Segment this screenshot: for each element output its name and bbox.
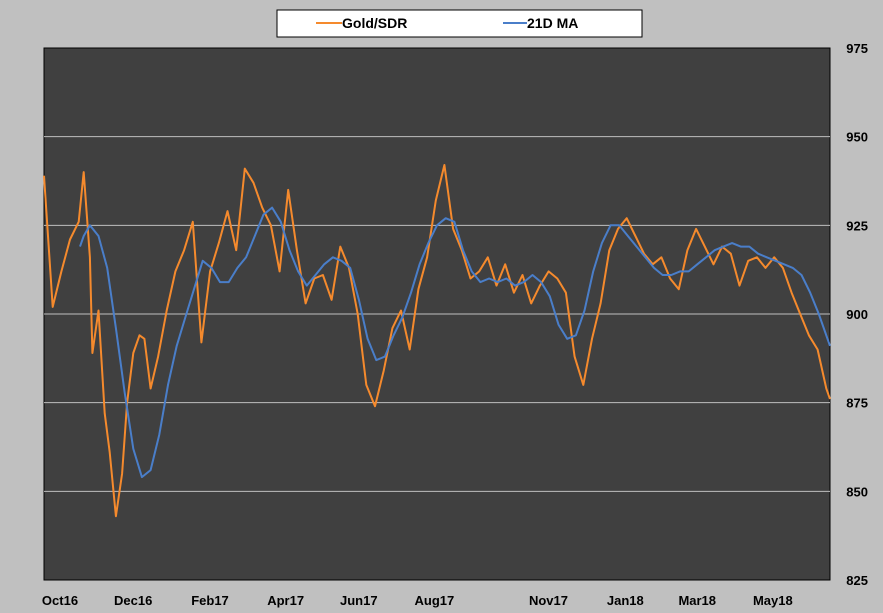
x-tick-label-feb17: Feb17 [191,593,229,608]
y-tick-label-875: 875 [846,396,868,411]
y-tick-label-900: 900 [846,307,868,322]
x-axis-tick-labels: Oct16 Dec16 Feb17 Apr17 Jun17 Aug17 Nov17 Jan18… [42,593,793,608]
series-layer [43,164,831,518]
y-tick-label-850: 850 [846,484,868,499]
y-axis-tick-labels: 825 850 875 900 925 950 975 [846,41,868,588]
x-tick-label-oct16: Oct16 [42,593,78,608]
legend-label-21d-ma: 21D MA [527,15,578,31]
x-tick-label-apr17: Apr17 [267,593,304,608]
series-line-gold-sdr [43,164,831,518]
x-tick-label-mar18: Mar18 [678,593,716,608]
y-tick-label-950: 950 [846,130,868,145]
y-tick-label-925: 925 [846,218,868,233]
x-tick-label-dec16: Dec16 [114,593,152,608]
x-tick-label-nov17: Nov17 [529,593,568,608]
x-tick-label-jan18: Jan18 [607,593,644,608]
x-tick-label-jun17: Jun17 [340,593,378,608]
legend-label-gold-sdr: Gold/SDR [342,15,407,31]
legend: Gold/SDR 21D MA [276,9,643,38]
gridlines [44,136,830,492]
x-tick-label-aug17: Aug17 [415,593,455,608]
y-tick-label-825: 825 [846,573,868,588]
x-tick-label-may18: May18 [753,593,793,608]
series-line-21d-ma [79,206,831,479]
y-tick-label-975: 975 [846,41,868,56]
